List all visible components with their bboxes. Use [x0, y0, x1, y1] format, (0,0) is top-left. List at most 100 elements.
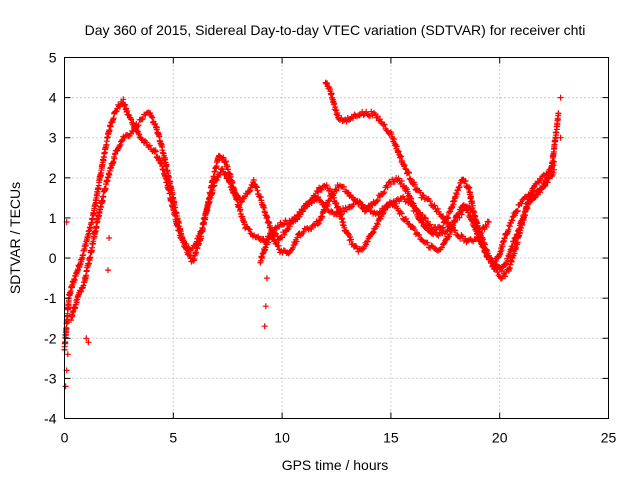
- data-point: [280, 221, 286, 228]
- outlier-point: [557, 134, 564, 141]
- data-point: [374, 197, 381, 204]
- data-point: [421, 214, 428, 221]
- data-point: [374, 221, 381, 228]
- data-point: [280, 247, 287, 254]
- data-point: [317, 197, 324, 204]
- data-point: [294, 234, 301, 241]
- data-point: [435, 232, 442, 239]
- y-tick-label: 1: [49, 210, 57, 226]
- data-point: [440, 240, 447, 247]
- data-point: [381, 189, 388, 196]
- data-point: [422, 215, 429, 222]
- data-point: [149, 114, 156, 121]
- data-point: [555, 110, 562, 117]
- outlier-point: [85, 339, 92, 346]
- data-point: [550, 162, 557, 169]
- outlier-point: [62, 383, 69, 390]
- y-axis-label: SDTVAR / TECUs: [7, 182, 23, 294]
- data-point: [265, 239, 271, 246]
- data-point: [222, 171, 229, 178]
- y-tick-label: -2: [44, 330, 57, 346]
- data-point: [312, 192, 319, 199]
- data-point: [271, 229, 278, 236]
- data-point: [402, 165, 409, 172]
- data-point: [537, 189, 543, 196]
- data-point: [359, 246, 366, 253]
- data-point: [360, 204, 367, 210]
- data-point: [373, 198, 380, 205]
- data-point: [384, 184, 391, 191]
- data-point: [143, 139, 150, 146]
- data-point: [130, 120, 137, 127]
- data-point: [333, 187, 340, 194]
- data-point: [314, 221, 321, 228]
- data-point: [434, 205, 441, 212]
- data-point: [463, 205, 469, 212]
- data-point: [511, 250, 518, 257]
- x-tick-label: 15: [383, 430, 399, 446]
- data-point: [513, 244, 520, 251]
- y-tick-label: -4: [44, 411, 57, 427]
- data-point: [454, 214, 461, 221]
- data-point: [369, 229, 376, 236]
- data-point: [238, 198, 245, 205]
- data-point: [377, 116, 383, 123]
- data-point: [346, 117, 353, 123]
- data-point: [438, 225, 445, 232]
- data-point: [488, 258, 495, 265]
- data-point: [546, 170, 552, 177]
- data-point: [464, 206, 471, 213]
- outlier-point: [64, 351, 71, 358]
- data-point: [541, 183, 548, 190]
- data-point: [152, 147, 159, 154]
- data-point: [245, 225, 252, 232]
- data-point: [249, 233, 256, 240]
- data-point: [269, 234, 276, 241]
- data-point: [551, 158, 558, 165]
- data-point: [494, 269, 501, 276]
- data-point: [324, 80, 331, 87]
- data-point: [275, 242, 282, 249]
- data-point: [113, 108, 119, 115]
- data-point: [327, 186, 333, 193]
- data-point: [128, 116, 135, 123]
- y-tick-label: -3: [44, 370, 57, 386]
- data-point: [467, 189, 474, 196]
- data-point: [130, 128, 136, 135]
- data-point: [411, 181, 418, 188]
- data-point: [274, 239, 280, 246]
- y-tick-label: 4: [49, 90, 57, 106]
- data-marks: [61, 79, 564, 390]
- data-point: [117, 103, 123, 110]
- y-tick-label: 5: [49, 50, 57, 66]
- data-point: [135, 122, 142, 129]
- data-point: [118, 137, 125, 144]
- data-point: [211, 182, 218, 189]
- data-point: [480, 244, 487, 251]
- outlier-point: [262, 303, 269, 310]
- data-point: [315, 189, 321, 196]
- data-point: [416, 232, 423, 238]
- data-point: [247, 230, 254, 237]
- data-point: [290, 244, 296, 251]
- y-tick-label: 0: [49, 250, 57, 266]
- data-point: [420, 192, 427, 199]
- y-tick-label: -1: [44, 290, 57, 306]
- outlier-point: [83, 335, 90, 342]
- data-point: [247, 187, 254, 194]
- data-point: [163, 162, 170, 169]
- data-point: [292, 217, 299, 224]
- data-point: [281, 231, 288, 238]
- data-point: [219, 155, 226, 162]
- data-point: [356, 198, 363, 205]
- data-point: [407, 195, 414, 202]
- data-point: [307, 198, 314, 205]
- data-point: [468, 193, 474, 200]
- data-point: [469, 202, 476, 209]
- data-point: [457, 208, 464, 215]
- outlier-point: [106, 235, 113, 241]
- data-point: [381, 121, 388, 128]
- data-point: [411, 226, 418, 233]
- data-point: [139, 115, 146, 122]
